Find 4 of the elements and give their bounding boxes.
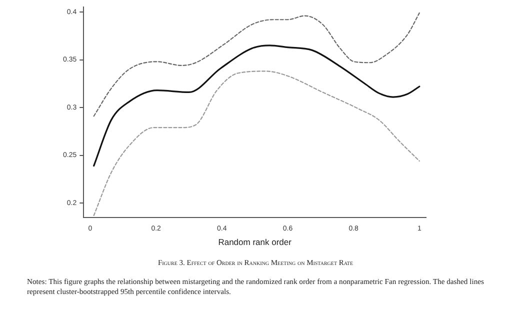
line-series bbox=[93, 12, 420, 117]
x-axis-title: Random rank order bbox=[218, 237, 292, 248]
line-series bbox=[93, 44, 420, 167]
line-series bbox=[93, 70, 420, 216]
